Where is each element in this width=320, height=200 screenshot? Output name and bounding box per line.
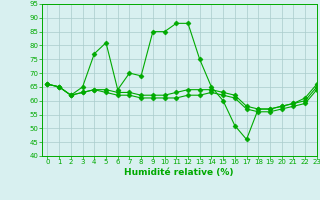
X-axis label: Humidité relative (%): Humidité relative (%): [124, 168, 234, 177]
